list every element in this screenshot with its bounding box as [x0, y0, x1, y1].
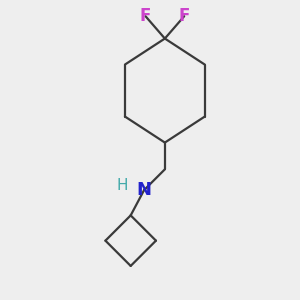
Text: F: F: [140, 7, 151, 25]
Text: H: H: [116, 178, 128, 193]
Text: N: N: [136, 181, 152, 199]
Text: F: F: [178, 7, 190, 25]
